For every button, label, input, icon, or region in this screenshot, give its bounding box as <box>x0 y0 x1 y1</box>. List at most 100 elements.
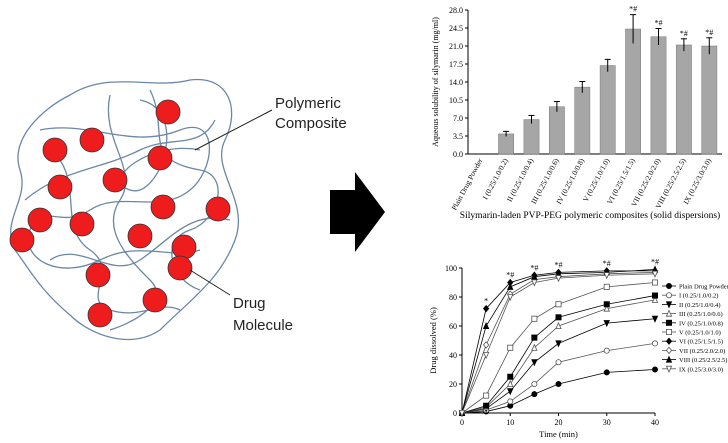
marker <box>507 388 514 396</box>
marker <box>555 380 562 387</box>
legend-label: I (0.25/1.0/0.2) <box>679 293 718 300</box>
label: Molecule <box>233 317 293 334</box>
y-tick-label: 0 <box>453 409 457 418</box>
callout-line <box>189 269 231 296</box>
y-tick-label: 7.0 <box>453 114 463 123</box>
drug-particles <box>9 99 231 328</box>
x-tick-label: 0 <box>460 418 464 427</box>
legend-label: III (0.25/1.0/0.6) <box>679 311 723 318</box>
significance-label: *# <box>655 19 663 28</box>
legend-marker <box>665 346 673 355</box>
bar <box>574 86 591 155</box>
y-tick-label: 80 <box>449 293 457 302</box>
significance-label: *# <box>506 271 514 280</box>
marker <box>483 392 490 399</box>
marker <box>483 304 490 313</box>
legend-marker <box>665 337 673 345</box>
marker <box>555 321 562 330</box>
marker <box>507 379 514 388</box>
bar <box>599 65 616 155</box>
marker <box>651 270 659 278</box>
marker <box>531 272 538 280</box>
marker <box>482 351 490 360</box>
y-tick-label: 17.5 <box>449 60 463 69</box>
marker <box>507 398 514 405</box>
y-tick-label: 14.0 <box>449 78 463 87</box>
significance-label: *# <box>603 259 611 268</box>
y-axis-title: Aqueous solubility of silymarin (mg/ml) <box>431 17 440 147</box>
x-tick-label: 10 <box>506 418 514 427</box>
significance-label: *# <box>680 29 688 38</box>
legend-marker <box>666 328 673 335</box>
marker <box>603 304 610 312</box>
x-tick-label: 40 <box>651 418 659 427</box>
legend-marker <box>665 355 673 363</box>
y-tick-label: 100 <box>445 264 457 273</box>
marker <box>531 359 538 367</box>
legend-marker <box>665 365 673 373</box>
series-line <box>461 318 656 414</box>
marker <box>603 320 610 328</box>
bar <box>523 119 540 155</box>
marker <box>652 279 659 286</box>
x-axis-title: Silymarin-laden PVP-PEG polymeric compos… <box>460 210 720 221</box>
marker <box>531 334 538 341</box>
y-tick-label: 20 <box>449 380 457 389</box>
y-tick-label: 3.5 <box>453 132 463 141</box>
significance-label: *# <box>629 5 637 14</box>
legend-label: II (0.25/1.0/0.4) <box>679 302 721 309</box>
marker <box>507 293 514 302</box>
label: Polymeric <box>275 95 341 112</box>
marker <box>555 314 562 321</box>
marker <box>603 272 610 280</box>
significance-label: *# <box>651 257 659 266</box>
marker <box>603 283 610 290</box>
significance-label: *# <box>555 260 563 269</box>
marker <box>651 315 659 323</box>
marker <box>531 380 538 387</box>
callout-line <box>194 109 273 151</box>
legend-marker <box>666 319 673 326</box>
marker <box>603 347 610 354</box>
marker <box>555 359 562 366</box>
legend-marker <box>666 282 673 289</box>
significance-label: *# <box>705 28 713 37</box>
series-line <box>461 369 656 414</box>
marker <box>555 301 562 308</box>
legend-label: Plain Drug Powder <box>679 284 728 291</box>
marker <box>651 295 659 303</box>
bar <box>701 45 718 155</box>
marker <box>531 343 538 351</box>
legend-marker <box>665 309 673 317</box>
legend-marker <box>666 292 673 299</box>
bar <box>625 28 641 155</box>
y-tick-label: 0.0 <box>453 150 463 159</box>
x-axis-title: Time (min) <box>539 429 578 439</box>
x-tick-label: I (0.25/1.0/0.2) <box>481 156 511 201</box>
label: Composite <box>275 115 347 132</box>
y-tick-label: 60 <box>449 322 457 331</box>
marker <box>603 301 610 308</box>
marker <box>531 391 538 398</box>
legend-label: IX (0.25/3.0/3.0) <box>679 366 723 373</box>
marker <box>652 366 659 373</box>
marker <box>458 409 466 418</box>
series-line <box>461 295 656 414</box>
marker <box>483 341 490 349</box>
marker <box>603 369 610 376</box>
legend-label: IV (0.25/1.0/0.8) <box>679 320 723 327</box>
y-tick-label: 21.0 <box>449 42 463 51</box>
y-tick-label: 10.5 <box>449 96 463 105</box>
y-tick-label: 28.0 <box>449 6 463 15</box>
bar <box>549 106 565 155</box>
arrow <box>330 172 385 252</box>
marker <box>652 292 659 299</box>
significance-label: * <box>484 297 488 306</box>
marker <box>507 344 514 351</box>
marker <box>507 373 514 380</box>
label: Drug <box>233 295 266 312</box>
y-tick-label: 24.5 <box>449 24 463 33</box>
legend-label: VII (0.25/2.0/2.0) <box>679 348 725 355</box>
